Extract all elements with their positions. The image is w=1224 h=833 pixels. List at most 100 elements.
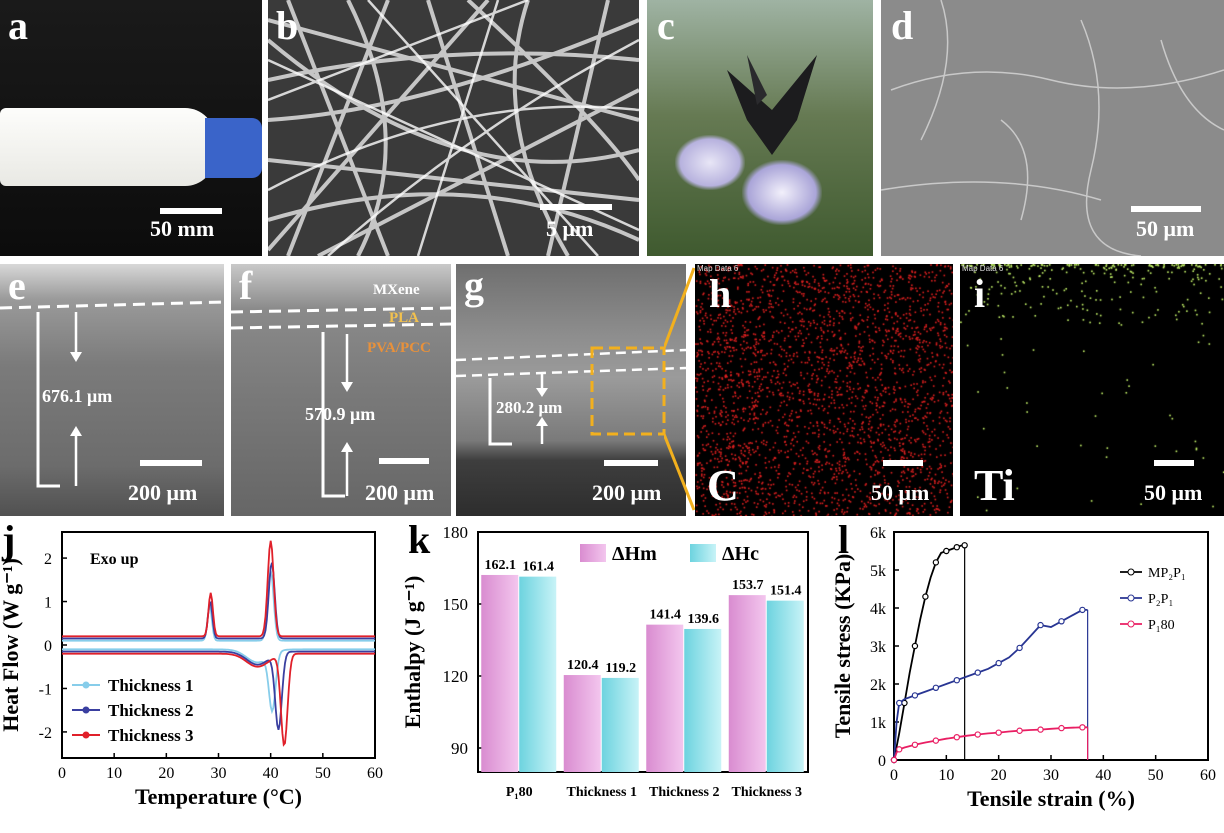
scale-bar [604,460,658,466]
panel-h-label: h [709,271,732,316]
x-tick-label: 10 [106,765,122,782]
panel-i-eds-map: Map Data 6 i Ti 50 μm [960,264,1224,516]
y-tick-label: 5k [870,563,886,580]
y-tick-label: 3k [870,639,886,656]
scale-text: 200 μm [592,480,662,505]
scale-bar [1154,460,1194,466]
data-label: 151.4 [770,584,802,599]
panel-d-label: d [891,3,914,48]
forearm-sleeve [0,108,215,186]
bar [766,600,804,772]
scale-bar [379,458,429,464]
y-axis-label: Enthalpy (J g⁻¹) [400,576,425,729]
legend-label: Thickness 3 [108,726,194,745]
series-line [62,540,375,747]
y-tick-label: 0 [878,753,886,770]
x-tick-label: 20 [158,765,174,782]
data-point [922,593,929,600]
x-tick-label: 60 [1200,767,1216,784]
map-title: Map Data 6 [697,264,739,273]
x-tick-label: 10 [938,767,954,784]
panel-a-label: a [8,3,28,48]
data-point [896,746,903,753]
bar [684,628,722,772]
iris-flower [675,135,745,190]
panel-e-sem: e 676.1 μm 200 μm [0,264,224,516]
panel-c-photo: c [647,0,873,256]
legend-marker [82,706,90,714]
legend-label: Thickness 1 [108,676,194,695]
panel-f-sem: f MXene PLA PVA/PCC 570.9 μm 200 μm [231,264,451,516]
y-tick-label: -1 [39,681,52,698]
series-line [62,570,375,715]
data-point [943,547,950,555]
x-tick-label: Thickness 2 [649,785,719,800]
x-axis-label: Tensile strain (%) [967,786,1135,811]
data-point [1016,727,1023,734]
data-point [1058,618,1065,625]
series-line [62,562,375,731]
data-point [911,642,919,650]
x-tick-label: 50 [315,765,331,782]
scale-text: 200 μm [365,480,435,505]
bar [519,576,557,772]
data-point [974,669,981,676]
panel-b-sem: b 5 μm [268,0,639,256]
legend-label: ΔHm [612,543,657,565]
layer-label-mxene: MXene [373,282,420,298]
x-tick-label: 0 [58,765,66,782]
legend-label: MP₂P₁ [1148,566,1186,581]
panel-g-label: g [464,264,484,308]
panel-k-label: k [408,517,431,562]
x-tick-label: 40 [263,765,279,782]
data-label: 141.4 [650,608,682,623]
data-label: 120.4 [567,658,599,673]
map-title: Map Data 6 [962,264,1004,273]
panel-i-label: i [974,271,986,316]
x-tick-label: 60 [367,765,383,782]
legend-label: ΔHc [722,543,759,565]
data-point [961,542,968,549]
cross-section-annotations [231,306,451,498]
data-point [911,692,919,699]
data-point [911,741,919,748]
legend-label: P₁80 [1148,618,1175,633]
data-point [953,544,960,551]
bar [728,595,766,772]
panel-g-sem: g 280.2 μm 200 μm [456,264,686,516]
panel-j-label: j [2,517,16,562]
series-line [893,544,965,761]
layer-label-pva-pcc: PVA/PCC [367,340,431,356]
scale-text: 50 μm [871,480,930,505]
chart-l-tensile: Tensile strain (%) Tensile stress (KPa) 0 1… [830,525,1216,811]
data-point [1058,724,1065,732]
data-point [974,731,981,738]
blue-glove [205,118,262,178]
chart-k-enthalpy: Enthalpy (J g⁻¹) 90 120 150 180 162.1 161.4 P₁8… [400,523,809,800]
y-axis-label: Tensile stress (KPa) [830,554,855,739]
cross-section-annotations [0,300,224,488]
y-tick-label: 2 [44,551,52,568]
scale-text: 50 μm [1144,480,1203,505]
y-tick-label: 120 [443,667,469,686]
thickness-label: 280.2 μm [496,398,563,417]
surface-cracks [881,0,1224,256]
panel-e-label: e [8,264,26,308]
bar [481,574,519,772]
x-tick-label: Thickness 1 [567,785,637,800]
fiber-network [268,0,639,256]
data-label: 162.1 [485,558,517,573]
legend-swatch [580,544,606,562]
scale-text: 50 μm [1136,216,1195,241]
panel-f-label: f [239,264,253,308]
chart-j-dsc: Temperature (°C)Heat Flow (W g⁻¹)0 10 20 30… [0,531,383,809]
data-point [995,659,1002,667]
data-point [1079,606,1086,614]
data-point [932,559,940,566]
panel-b-label: b [276,3,299,48]
panel-h-eds-map: Map Data 6 h C 50 μm [695,264,953,516]
x-tick-label: 30 [211,765,227,782]
legend-label: P₂P₁ [1148,592,1173,607]
legend-marker [1127,594,1135,602]
y-tick-label: 180 [443,523,469,542]
